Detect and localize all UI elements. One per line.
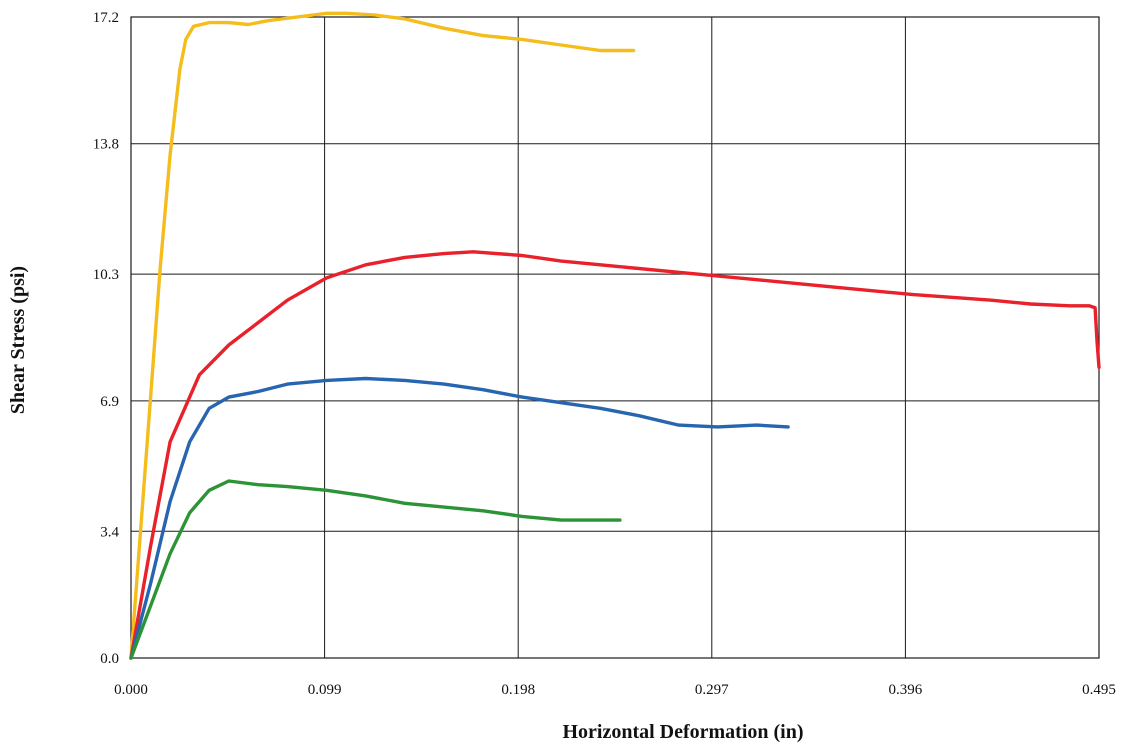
series-line-2 [129,250,1101,660]
x-tick-label: 0.000 [114,682,148,698]
y-axis-label: Shear Stress (psi) [7,266,29,414]
x-tick-label: 0.198 [501,682,535,698]
series-group [129,11,1101,660]
x-axis-label: Horizontal Deformation (in) [562,721,803,743]
series-line-3 [129,376,790,660]
x-tick-label: 0.099 [308,682,342,698]
y-tick-label: 3.4 [100,524,119,540]
y-tick-label: 0.0 [100,651,119,667]
y-tick-label: 13.8 [93,137,119,153]
y-tick-label: 10.3 [93,267,119,283]
y-tick-label: 17.2 [93,10,119,26]
grid [130,16,1100,659]
y-tick-label: 6.9 [100,394,119,410]
x-tick-label: 0.396 [889,682,923,698]
series-line-1 [129,11,636,660]
x-tick-label: 0.495 [1082,682,1116,698]
plot-area-frame [130,16,1100,659]
x-axis-ticks: 0.000 0.099 0.198 0.297 0.396 0.495 [114,682,1116,698]
series-line-4 [129,479,622,660]
x-tick-label: 0.297 [695,682,729,698]
y-axis-ticks: 0.0 3.4 6.9 10.3 13.8 17.2 [93,10,120,667]
